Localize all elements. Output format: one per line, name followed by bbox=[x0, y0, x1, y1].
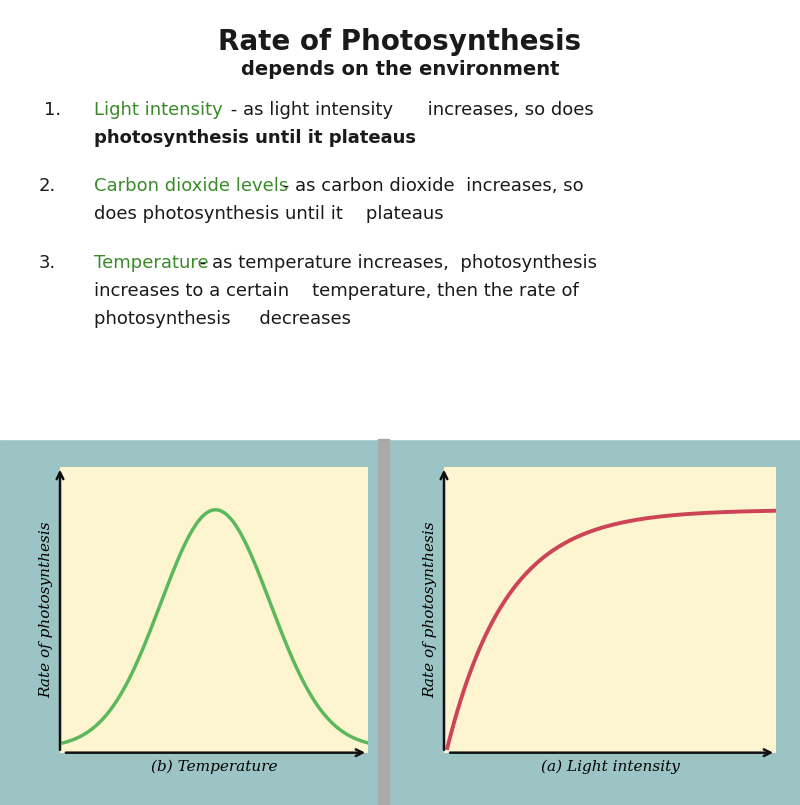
Text: does photosynthesis until it    plateaus: does photosynthesis until it plateaus bbox=[94, 205, 444, 223]
X-axis label: (a) Light intensity: (a) Light intensity bbox=[541, 760, 679, 774]
Text: Light intensity: Light intensity bbox=[94, 101, 223, 118]
Text: - as temperature increases,  photosynthesis: - as temperature increases, photosynthes… bbox=[194, 254, 598, 271]
Text: depends on the environment: depends on the environment bbox=[241, 60, 559, 80]
Y-axis label: Rate of photosynthesis: Rate of photosynthesis bbox=[423, 522, 437, 698]
Y-axis label: Rate of photosynthesis: Rate of photosynthesis bbox=[39, 522, 53, 698]
Text: - as carbon dioxide  increases, so: - as carbon dioxide increases, so bbox=[277, 177, 583, 195]
Text: Temperature: Temperature bbox=[94, 254, 209, 271]
Text: Rate of Photosynthesis: Rate of Photosynthesis bbox=[218, 28, 582, 56]
Text: photosynthesis until it plateaus: photosynthesis until it plateaus bbox=[94, 129, 416, 147]
Text: Carbon dioxide levels: Carbon dioxide levels bbox=[94, 177, 289, 195]
Text: 3.: 3. bbox=[38, 254, 56, 271]
Text: - as light intensity      increases, so does: - as light intensity increases, so does bbox=[225, 101, 594, 118]
Text: 1.: 1. bbox=[44, 101, 61, 118]
Text: 2.: 2. bbox=[38, 177, 56, 195]
Text: photosynthesis     decreases: photosynthesis decreases bbox=[94, 310, 351, 328]
X-axis label: (b) Temperature: (b) Temperature bbox=[150, 760, 278, 774]
Text: increases to a certain    temperature, then the rate of: increases to a certain temperature, then… bbox=[94, 282, 579, 299]
